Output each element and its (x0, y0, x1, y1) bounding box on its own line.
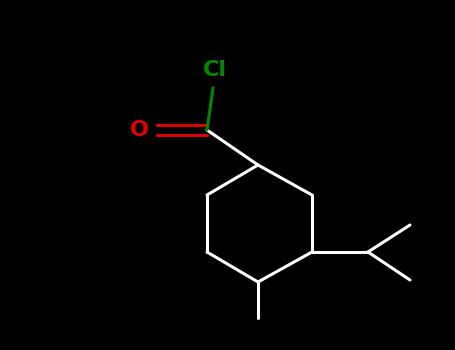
Text: O: O (130, 120, 149, 140)
Text: Cl: Cl (203, 60, 227, 80)
